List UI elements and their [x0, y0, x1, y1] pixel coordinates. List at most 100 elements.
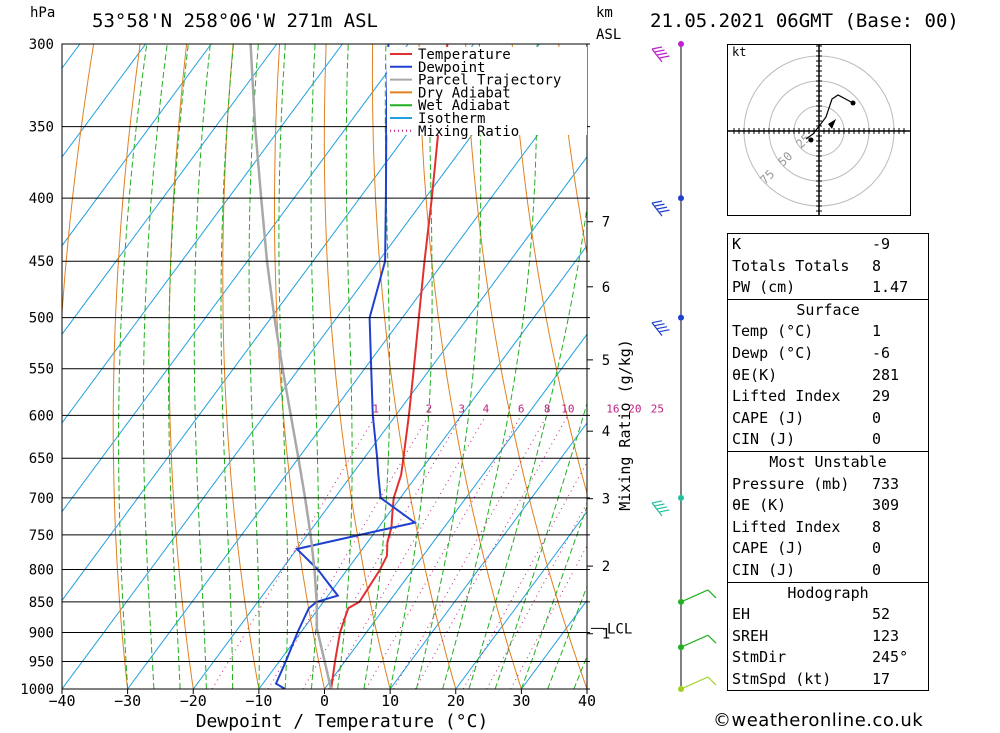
stat-row: StmDir 245° [728, 647, 928, 669]
mixing-ratio-line [211, 415, 377, 689]
stat-value: 245° [872, 648, 909, 667]
stat-row: θE (K) 309 [728, 495, 928, 517]
barb-flag [654, 203, 665, 207]
mixing-ratio-label: 10 [561, 402, 574, 415]
datetime-title: 21.05.2021 06GMT (Base: 00) [650, 10, 959, 32]
dry-adiabat-line [558, 44, 587, 257]
isotherm-line [455, 510, 587, 689]
legend-label: Temperature [418, 47, 511, 63]
isotherm-line [258, 244, 587, 689]
most-unstable-title: Most Unstable [769, 452, 887, 471]
mixing-ratio-label: 16 [606, 402, 619, 415]
wet-adiabat-line [168, 44, 189, 689]
barb-flag [654, 503, 665, 507]
barb-flag [651, 500, 663, 504]
parcel-trajectory-series [249, 44, 333, 689]
stat-label: CAPE (J) [732, 539, 805, 558]
isotherm-line [62, 44, 343, 424]
barb-flag [651, 320, 663, 324]
barb-shaft [651, 48, 663, 63]
wind-level-dot [678, 314, 684, 321]
barb-flag [659, 329, 670, 333]
location-title: 53°58'N 258°06'W 271m ASL [92, 10, 378, 32]
isotherm-line [192, 156, 587, 689]
x-tick-label: −10 [245, 692, 272, 710]
km-tick-label: 4 [602, 424, 610, 440]
x-tick-label: −20 [180, 692, 207, 710]
wind-barb [680, 634, 717, 648]
stat-value: 281 [872, 365, 900, 384]
wet-adiabat-line [248, 44, 260, 689]
hodograph-point [808, 137, 814, 143]
wind-barb [680, 589, 717, 603]
stat-label: Lifted Index [732, 387, 841, 406]
wind-level-dot [678, 494, 684, 501]
isotherm-line [127, 67, 587, 689]
km-tick-label: 1 [602, 627, 610, 643]
mixing-ratio-label: 4 [483, 402, 490, 415]
barb-flag [656, 326, 668, 330]
dry-adiabat-line [222, 44, 260, 689]
barb-flag [654, 49, 665, 53]
dewpoint-series [274, 44, 418, 689]
stat-row: CAPE (J) 0 [728, 538, 928, 560]
stat-row: CIN (J) 0 [728, 429, 928, 451]
stat-row: CIN (J) 0 [728, 560, 928, 582]
stat-label: Dewp (°C) [732, 343, 814, 362]
pressure-tick-label: 300 [29, 37, 54, 53]
pressure-tick-label: 600 [29, 408, 54, 424]
barb-flag [707, 634, 717, 644]
km-tick-label: 3 [602, 492, 610, 508]
stat-label: SREH [732, 626, 769, 645]
mixing-ratio-label: 20 [628, 402, 641, 415]
barb-flag [656, 506, 668, 510]
mixing-ratio-label: 8 [544, 402, 551, 415]
wet-adiabat-line [310, 44, 319, 689]
barb-flag [654, 323, 665, 327]
stat-value: 0 [872, 560, 882, 579]
stat-label: CIN (J) [732, 560, 796, 579]
x-tick-label: 20 [447, 692, 465, 710]
legend-label: Dry Adiabat [418, 85, 511, 101]
surface-section: Surface Temp (°C) 1 Dewp (°C) -6 θE(K) 281 Lif… [728, 298, 928, 451]
stat-label: K [732, 235, 742, 253]
mixing-ratio-axis-label: Mixing Ratio (g/kg) [616, 339, 634, 511]
legend-label: Parcel Trajectory [418, 73, 561, 89]
stat-row: K -9 [728, 234, 928, 256]
x-tick-label: −30 [114, 692, 141, 710]
stat-value: 8 [872, 256, 882, 275]
isotherm-line [62, 44, 212, 247]
km-tick-label: 7 [602, 215, 610, 231]
stat-value: 0 [872, 430, 882, 449]
dry-adiabat-line [112, 44, 141, 689]
hodograph-unit: kt [732, 45, 747, 59]
legend-label: Wet Adiabat [418, 98, 511, 114]
wind-barb [680, 676, 717, 690]
pressure-tick-label: 850 [29, 595, 54, 611]
wind-barb [651, 200, 670, 217]
asl-label: ASL [596, 27, 622, 43]
x-axis-label: Dewpoint / Temperature (°C) [196, 711, 489, 732]
isotherm-line [324, 333, 587, 689]
wet-adiabat-line [337, 44, 353, 689]
stat-value: 0 [872, 539, 882, 558]
stat-row: CAPE (J) 0 [728, 408, 928, 430]
x-tick-label: 30 [512, 692, 530, 710]
stat-value: -6 [872, 343, 891, 362]
wet-adiabat-line [118, 44, 148, 689]
barb-flag [707, 676, 717, 686]
stat-value: 0 [872, 408, 882, 427]
km-tick-label: 6 [602, 280, 610, 296]
stat-label: EH [732, 605, 751, 624]
stat-value: 17 [872, 669, 891, 688]
stat-label: θE (K) [732, 496, 787, 515]
stat-label: Totals Totals [732, 256, 850, 275]
temperature-series [330, 44, 449, 689]
wet-adiabat-line [193, 44, 211, 689]
stat-value: -9 [872, 235, 891, 253]
stat-row: Lifted Index 8 [728, 517, 928, 539]
dry-adiabat-line [168, 44, 194, 689]
hodograph-ring-label: 75 [757, 167, 777, 187]
lcl-label: LCL [607, 621, 632, 637]
